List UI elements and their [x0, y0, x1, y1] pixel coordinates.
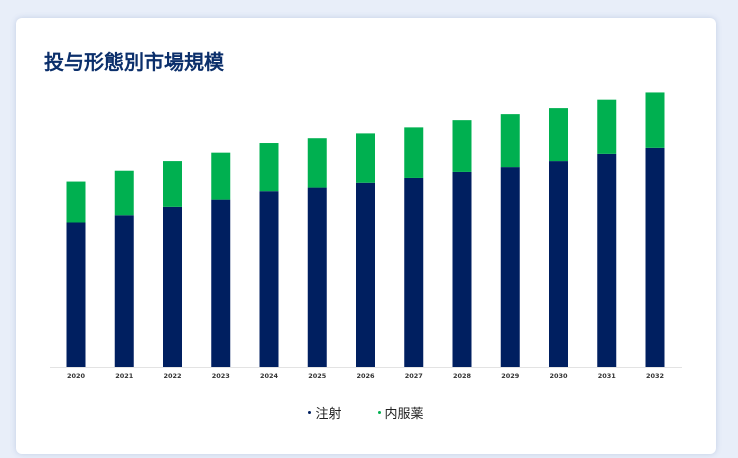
bar-oral-2029: [500, 114, 520, 168]
x-tick-label: 2020: [67, 372, 86, 380]
x-tick-label: 2028: [453, 372, 472, 380]
bar-injection-2024: [259, 191, 279, 367]
bar-injection-2032: [645, 147, 665, 367]
bar-injection-2020: [66, 222, 86, 367]
x-tick-label: 2021: [115, 372, 134, 380]
bar-oral-2023: [211, 152, 231, 200]
bar-oral-2020: [66, 181, 86, 223]
bar-injection-2029: [500, 167, 520, 367]
legend-item-injection: 注射: [308, 403, 342, 422]
legend-dot-icon: [377, 411, 381, 414]
x-tick-label: 2031: [598, 372, 617, 380]
bar-oral-2030: [549, 108, 568, 162]
bar-oral-2027: [404, 127, 424, 178]
bar-oral-2032: [645, 92, 665, 148]
x-tick-label: 2023: [212, 372, 230, 380]
x-tick-label: 2026: [356, 372, 375, 380]
x-tick-label: 2027: [405, 372, 423, 380]
page-title: 投与形態別市場規模: [44, 50, 224, 74]
bar-injection-2031: [597, 153, 617, 367]
bar-oral-2021: [114, 170, 134, 216]
bar-injection-2030: [549, 161, 568, 367]
x-tick-label: 2024: [260, 372, 279, 380]
x-tick-label: 2029: [501, 372, 520, 380]
stacked-bar-chart: 2020 2021 2022 2023 2024 2025 2026 2027 2028 2029…: [50, 92, 682, 380]
bar-injection-2023: [211, 199, 231, 367]
x-tick-label: 2025: [308, 372, 327, 380]
bar-injection-2022: [163, 206, 182, 367]
x-tick-label: 2022: [163, 372, 181, 380]
bar-injection-2021: [114, 215, 134, 367]
bar-oral-2025: [307, 138, 327, 188]
x-tick-label: 2030: [549, 372, 568, 380]
bar-injection-2025: [307, 187, 327, 367]
bar-oral-2026: [356, 133, 375, 183]
bar-oral-2022: [163, 161, 182, 207]
bar-injection-2026: [356, 182, 375, 367]
bar-oral-2028: [452, 120, 472, 172]
legend-label: 内服薬: [384, 407, 424, 422]
x-tick-label: 2032: [646, 372, 664, 380]
bar-injection-2027: [404, 177, 424, 367]
bar-oral-2031: [597, 99, 617, 154]
chart-card: 投与形態別市場規模 2020 2021 2022 2023 2024 2025 2026 20…: [16, 18, 716, 454]
bar-oral-2024: [259, 143, 279, 192]
legend-item-oral: 内服薬: [377, 403, 424, 422]
legend-label: 注射: [315, 407, 342, 422]
legend: 注射 内服薬: [16, 403, 716, 422]
bar-injection-2028: [452, 171, 472, 367]
legend-dot-icon: [308, 411, 312, 414]
